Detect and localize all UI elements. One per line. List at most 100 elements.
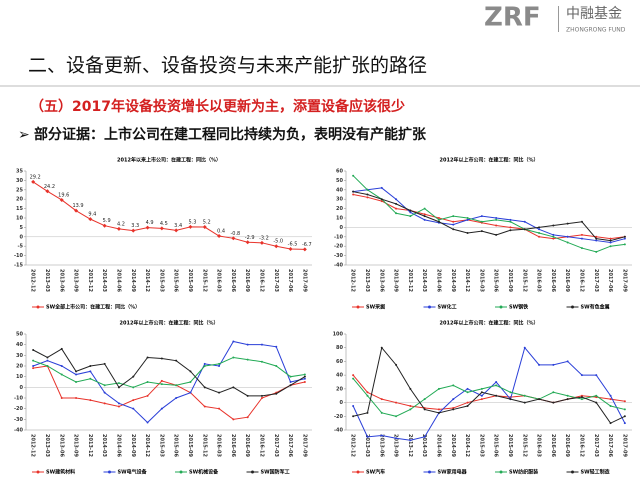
y-tick-label: 0 — [340, 400, 344, 406]
legend-marker — [428, 305, 431, 309]
x-tick-label: 2014-12 — [464, 269, 470, 292]
point — [131, 228, 136, 233]
x-tick-label: 2013-03 — [364, 269, 370, 292]
x-tick-label: 2015-12 — [521, 269, 527, 292]
point — [437, 408, 440, 411]
point — [409, 209, 412, 212]
point — [380, 200, 383, 203]
legend-marker — [179, 470, 183, 474]
legend-marker — [571, 305, 574, 309]
point — [116, 226, 121, 231]
point — [538, 228, 541, 231]
point — [260, 394, 263, 397]
point — [89, 377, 92, 380]
legend-label: SW汽车 — [366, 469, 385, 476]
legend-marker — [251, 470, 254, 474]
point — [275, 345, 278, 348]
point — [117, 402, 120, 405]
legend-label: SW化工 — [438, 304, 457, 311]
series-line — [353, 194, 625, 240]
y-tick-label: -40 — [334, 263, 344, 269]
point — [274, 244, 279, 249]
point — [495, 218, 498, 221]
point — [423, 398, 426, 401]
y-tick-label: 30 — [16, 178, 23, 184]
point — [452, 215, 455, 218]
slide-title: 二、设备更新、设备投资与未来产能扩张的路径 — [28, 55, 427, 77]
point — [380, 346, 383, 349]
point — [202, 225, 207, 230]
x-tick-label: 2017-09 — [301, 434, 307, 457]
legend-marker — [108, 470, 111, 474]
point — [595, 239, 598, 242]
x-tick-label: 2014-03 — [421, 269, 427, 292]
point — [580, 398, 583, 401]
point — [609, 405, 612, 407]
x-tick-label: 2017-06 — [607, 434, 613, 457]
point — [132, 375, 135, 378]
point — [366, 193, 369, 196]
point — [452, 398, 455, 401]
value-label: -5.0 — [273, 239, 283, 245]
point — [423, 218, 426, 221]
point — [103, 384, 106, 387]
y-tick-label: 40 — [336, 373, 343, 379]
point — [218, 362, 221, 365]
x-tick-label: 2012-12 — [30, 269, 36, 292]
point — [246, 394, 249, 397]
point — [160, 407, 163, 410]
y-tick-label: -40 — [14, 428, 24, 434]
point — [60, 347, 63, 350]
point — [466, 401, 469, 404]
x-tick-label: 2015-06 — [173, 434, 179, 457]
x-tick-label: 2015-09 — [187, 434, 193, 457]
x-tick-label: 2013-09 — [393, 269, 399, 292]
series-line — [352, 175, 625, 253]
logo: ZRF — [484, 3, 541, 33]
point — [146, 394, 149, 397]
legend-label: SW钢铁 — [509, 304, 529, 311]
point — [580, 396, 583, 399]
point — [303, 373, 306, 376]
point — [466, 218, 469, 221]
x-tick-label: 2016-03 — [536, 269, 542, 292]
point — [103, 402, 106, 405]
point — [174, 228, 179, 233]
point — [60, 397, 63, 399]
x-tick-label: 2017-03 — [273, 434, 279, 457]
point — [509, 220, 512, 223]
point — [566, 241, 569, 244]
point — [175, 397, 178, 399]
x-tick-label: 2013-06 — [378, 434, 384, 457]
y-tick-label: 60 — [336, 169, 343, 175]
point — [423, 408, 426, 411]
point — [245, 240, 250, 245]
x-tick-label: 2014-12 — [144, 269, 150, 292]
value-label: 3.3 — [131, 223, 139, 229]
x-tick-label: 2014-09 — [130, 434, 136, 457]
x-tick-label: 2013-12 — [407, 434, 413, 457]
point — [117, 386, 120, 389]
point — [395, 415, 398, 418]
legend-marker — [571, 470, 574, 474]
point — [366, 391, 369, 394]
x-tick-label: 2012-12 — [350, 434, 356, 457]
y-tick-label: 40 — [16, 342, 23, 348]
point — [595, 374, 598, 377]
point — [232, 386, 235, 389]
chart-title: 2012年以上市公司：在建工程：同比（%） — [440, 157, 539, 164]
x-tick-label: 2016-09 — [564, 434, 570, 457]
point — [609, 245, 612, 248]
x-tick-label: 2012-12 — [30, 434, 36, 457]
point — [289, 384, 292, 387]
chart-title: 2012年以上市公司：在建工程：同比（%） — [440, 320, 539, 327]
point — [275, 392, 278, 395]
point — [246, 416, 249, 419]
point — [538, 235, 541, 238]
y-tick-label: 80 — [336, 345, 343, 351]
chart-title: 2012年以上市公司：在建工程：同比（%） — [120, 320, 219, 327]
x-tick-label: 2016-09 — [564, 269, 570, 292]
value-label: 5.9 — [103, 218, 111, 224]
x-tick-label: 2016-06 — [550, 269, 556, 292]
point — [538, 232, 541, 235]
